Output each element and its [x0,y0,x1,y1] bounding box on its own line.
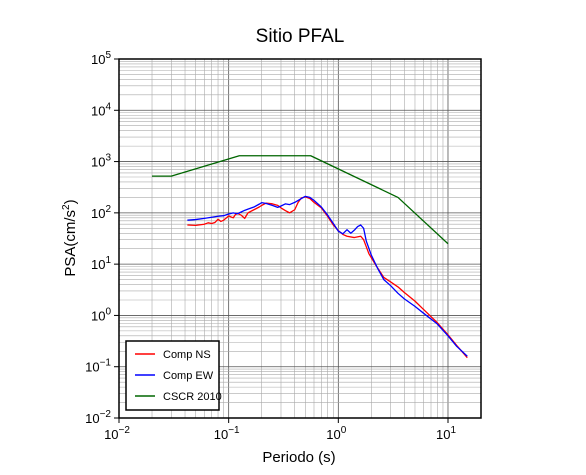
y-axis-label-text: PSA(cm/s [62,210,79,277]
y-tick-label-exponent: −2 [100,409,112,420]
y-tick-label-base: 10 [91,308,105,323]
y-tick-label-exponent: 1 [105,255,111,266]
series-line-cscr-2010 [152,155,449,245]
y-tick-label-exponent: 5 [105,50,111,61]
chart-title: Sitio PFAL [256,26,345,47]
y-tick-label-base: 10 [91,155,105,170]
legend-label-comp-ew: Comp EW [163,370,214,382]
x-tick-label-exponent: 0 [341,425,347,436]
y-tick-label: 10−1 [85,358,111,375]
x-tick-label-base: 10 [104,427,118,442]
y-tick-label: 103 [91,153,111,170]
y-tick-label-exponent: 0 [105,306,111,317]
y-axis-label: PSA(cm/s2) [61,199,79,276]
x-tick-label: 101 [436,425,456,442]
series-line-comp-ns [187,196,468,359]
x-tick-labels: 10−2 10−1 100 101 [104,418,456,442]
y-tick-label-exponent: 3 [105,153,111,164]
y-tick-label-base: 10 [85,411,99,426]
x-tick-label: 10−1 [214,425,240,442]
y-tick-label: 102 [91,204,111,221]
chart-grid [118,58,482,419]
chart-legend: Comp NS Comp EW CSCR 2010 [125,340,222,411]
y-tick-label: 105 [91,50,111,67]
x-tick-label-exponent: −2 [119,425,131,436]
y-tick-label: 101 [91,255,111,272]
y-tick-label-exponent: 2 [105,204,111,215]
y-tick-label: 10−2 [85,409,111,426]
y-tick-label: 104 [91,101,111,118]
x-tick-label-base: 10 [326,427,340,442]
x-tick-label: 100 [326,425,346,442]
x-tick-label-base: 10 [436,427,450,442]
legend-label-comp-ns: Comp NS [163,349,211,361]
y-tick-label-base: 10 [91,103,105,118]
x-tick-label-exponent: 1 [450,425,456,436]
x-axis-label: Periodo (s) [262,449,335,466]
x-tick-label-exponent: −1 [228,425,240,436]
y-tick-label-exponent: 4 [105,101,111,112]
legend-label-cscr-2010: CSCR 2010 [163,391,222,403]
y-axis-label-superscript: 2 [61,204,72,210]
y-tick-label-base: 10 [91,52,105,67]
series-line-comp-ew [187,195,468,357]
y-tick-label-exponent: −1 [100,358,112,369]
x-tick-label-base: 10 [214,427,228,442]
y-axis-label-close: ) [62,199,79,204]
plot-frame [118,58,482,419]
y-tick-label: 100 [91,306,111,323]
y-tick-label-base: 10 [91,206,105,221]
y-tick-label-base: 10 [85,360,99,375]
y-tick-label-base: 10 [91,257,105,272]
chart-series-layer [152,155,468,359]
x-tick-label: 10−2 [104,425,130,442]
